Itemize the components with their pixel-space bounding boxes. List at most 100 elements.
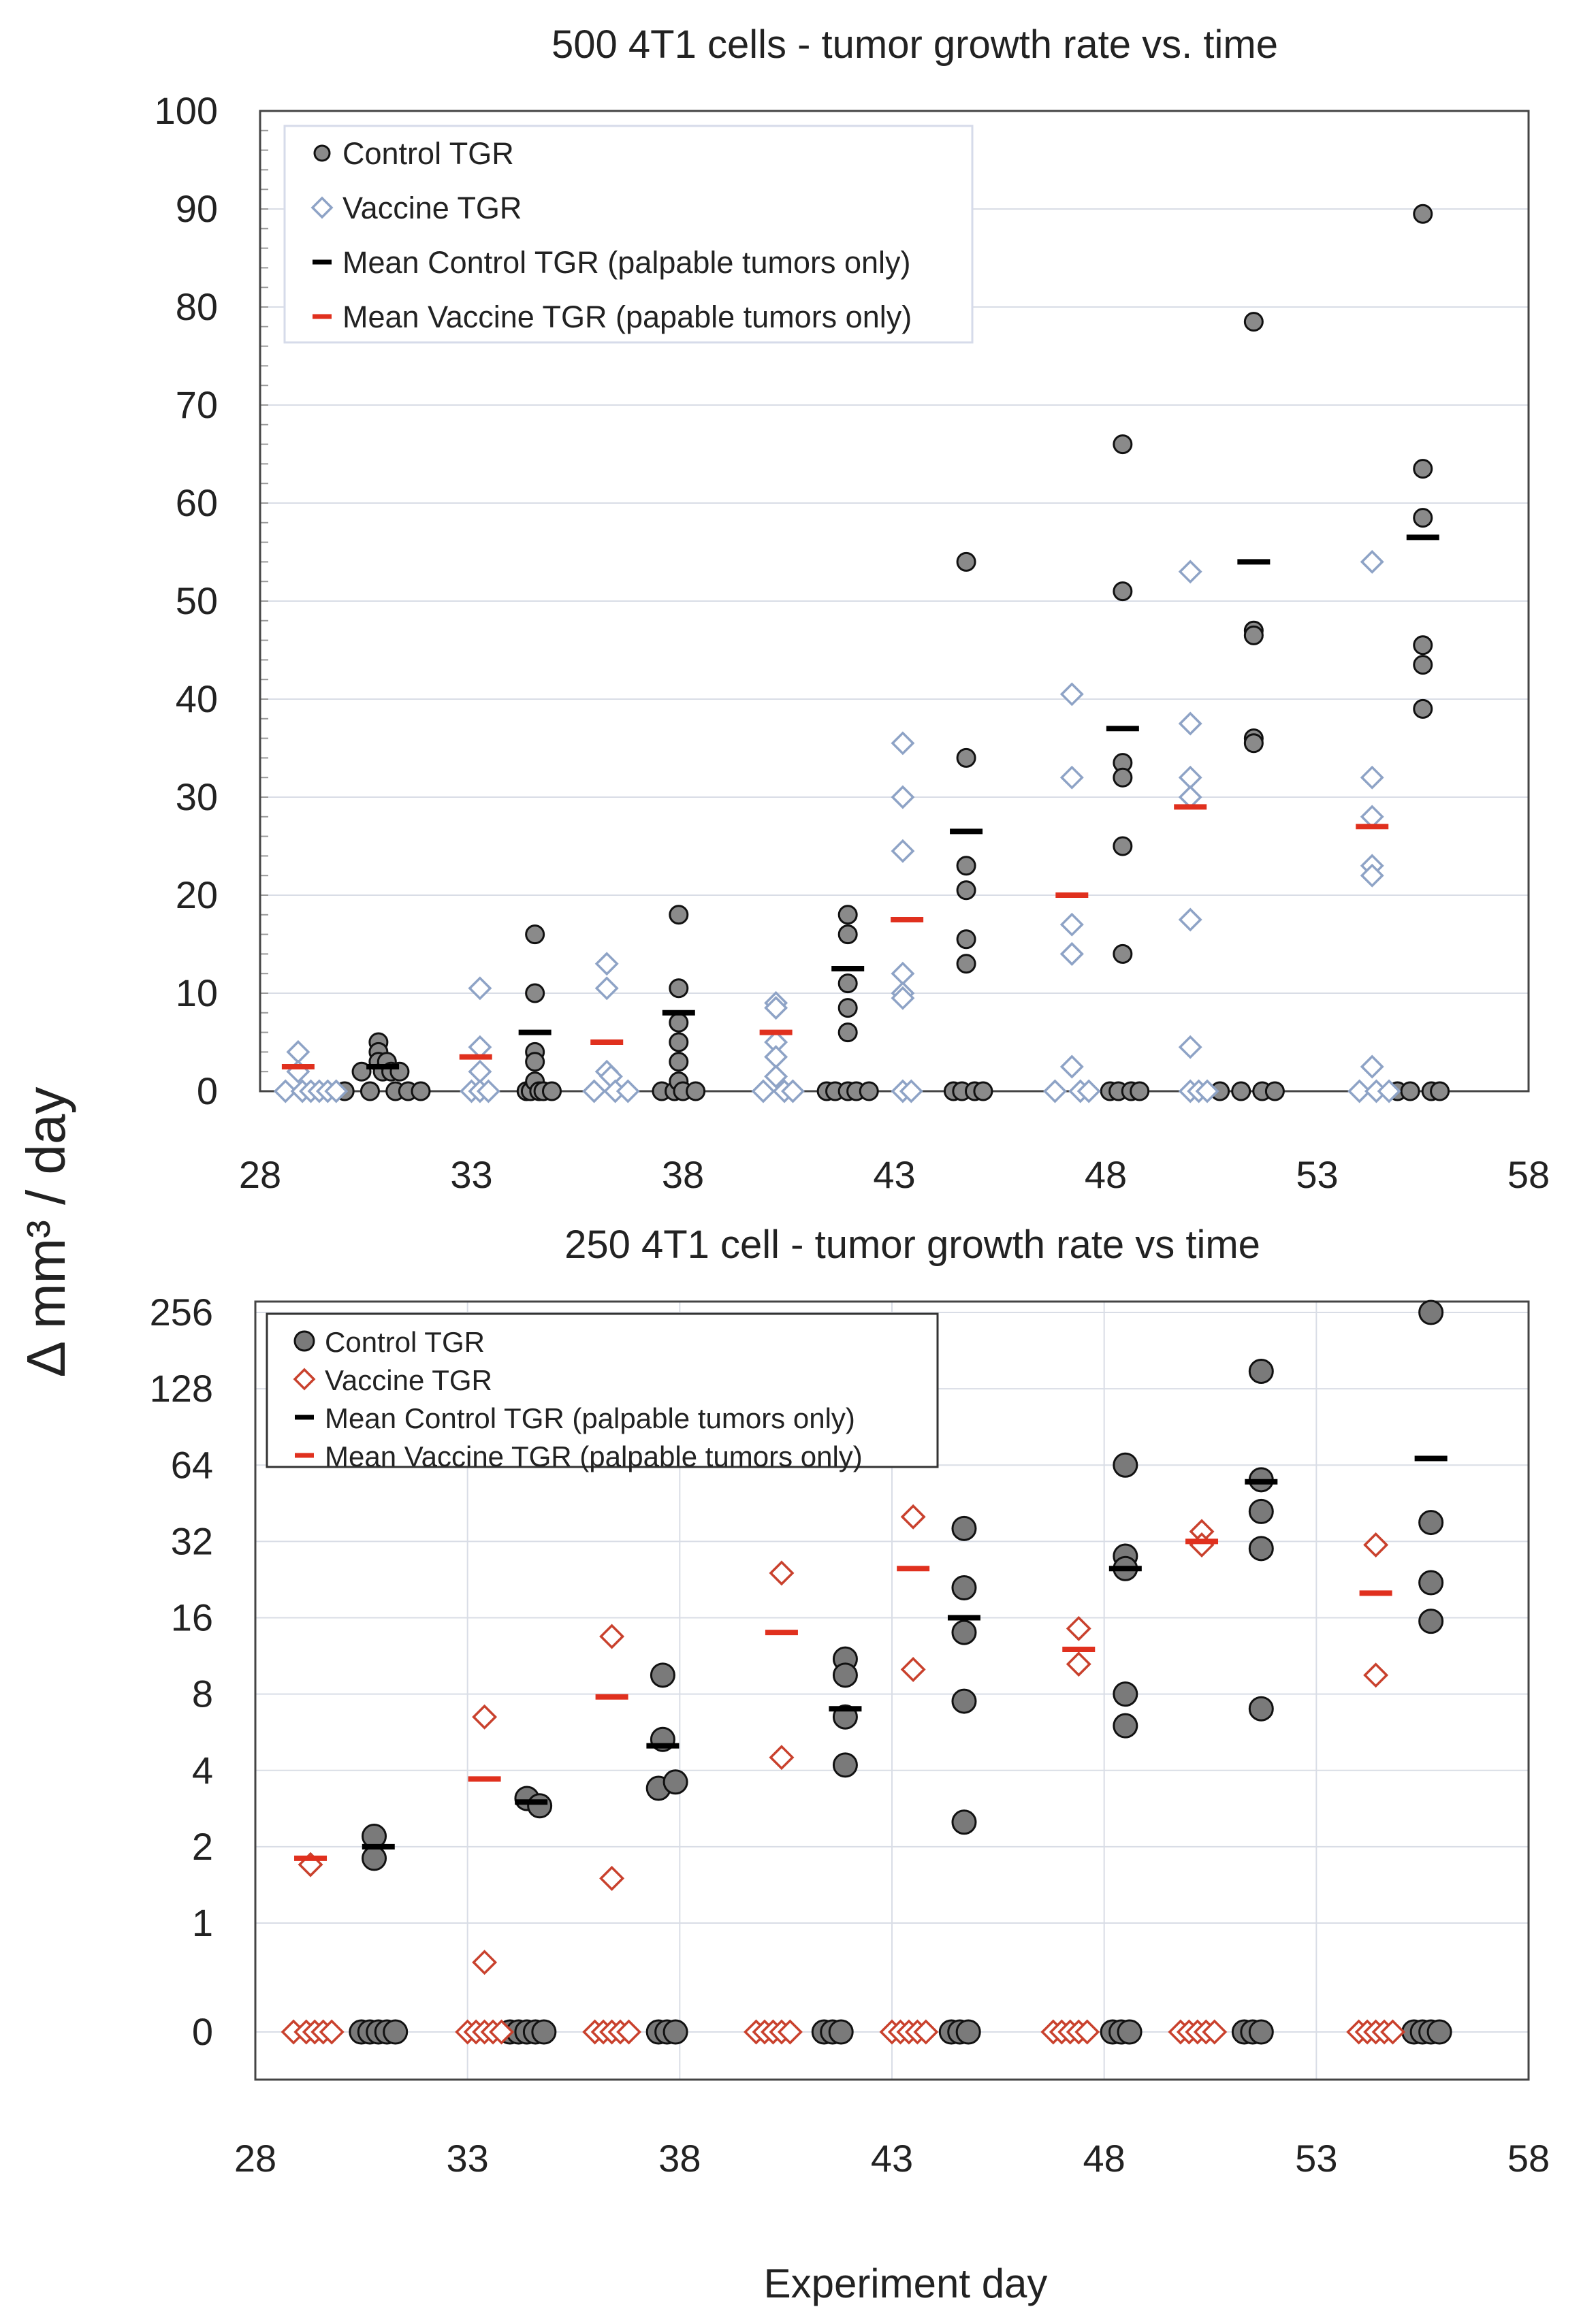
vaccine-point <box>1074 2019 1100 2045</box>
vaccine-point <box>1380 2019 1406 2045</box>
control-point <box>951 1688 977 1714</box>
control-point <box>1243 733 1264 754</box>
vaccine-point <box>1059 1054 1084 1079</box>
vaccine-point <box>319 2019 345 2045</box>
control-point <box>1248 1696 1274 1722</box>
vaccine-point <box>1066 1651 1091 1677</box>
vaccine-point <box>472 1950 498 1975</box>
control-point <box>1243 312 1264 332</box>
control-point <box>1248 1536 1274 1562</box>
control-point <box>669 1012 689 1033</box>
control-point <box>1413 698 1433 719</box>
y-tick-label: 30 <box>176 775 218 818</box>
control-point <box>1413 635 1433 656</box>
chart-title: 250 4T1 cell - tumor growth rate vs time <box>564 1223 1260 1267</box>
control-point <box>1231 1081 1251 1101</box>
control-point <box>662 1769 688 1795</box>
y-tick-label: 64 <box>171 1443 213 1486</box>
control-point <box>837 924 858 945</box>
y-tick-label: 0 <box>192 2010 213 2053</box>
vaccine-point <box>769 1745 795 1771</box>
vaccine-point <box>273 1079 298 1103</box>
plot-frame <box>254 1300 1530 2081</box>
control-point <box>837 973 858 994</box>
control-point <box>956 747 976 768</box>
vaccine-point <box>891 731 915 756</box>
y-tick-label: 100 <box>155 89 218 132</box>
legend-label: Mean Vaccine TGR (papable tumors only) <box>342 300 912 334</box>
y-tick-label: 16 <box>171 1596 213 1639</box>
y-tick-label: 20 <box>176 873 218 916</box>
control-point <box>1430 1081 1450 1101</box>
control-point <box>1113 581 1133 602</box>
control-point <box>1113 767 1133 788</box>
vaccine-point <box>891 785 915 809</box>
vaccine-point <box>899 1079 923 1103</box>
control-point <box>1113 943 1133 964</box>
vaccine-point <box>764 1064 788 1088</box>
x-tick-label: 28 <box>234 2137 276 2180</box>
vaccine-point <box>324 1079 349 1103</box>
vaccine-point <box>900 1657 926 1683</box>
control-point <box>1418 1570 1444 1596</box>
vaccine-point <box>286 1039 310 1064</box>
control-point <box>956 856 976 876</box>
vaccine-point <box>764 1045 788 1069</box>
x-tick-label: 38 <box>658 2137 701 2180</box>
vaccine-point <box>1360 1054 1384 1079</box>
vaccine-point <box>1066 1615 1091 1641</box>
control-point <box>686 1081 706 1101</box>
vaccine-point <box>1059 765 1084 790</box>
legend-control-marker <box>293 1330 315 1352</box>
control-point <box>669 978 689 999</box>
x-tick-label: 58 <box>1507 1153 1550 1196</box>
control-point <box>1400 1081 1420 1101</box>
y-tick-label: 0 <box>197 1069 218 1112</box>
vaccine-point <box>599 1624 625 1649</box>
control-point <box>956 880 976 901</box>
control-point <box>832 1752 858 1778</box>
vaccine-point <box>1363 1662 1389 1688</box>
control-point <box>1113 1713 1138 1739</box>
legend-label: Vaccine TGR <box>342 191 522 225</box>
vaccine-point <box>1076 1079 1101 1103</box>
x-tick-label: 33 <box>450 1153 492 1196</box>
y-tick-label: 8 <box>192 1673 213 1715</box>
vaccine-point <box>594 952 619 976</box>
vaccine-point <box>1178 765 1202 790</box>
control-point <box>1264 1081 1285 1101</box>
control-point <box>360 1081 380 1101</box>
vaccine-point <box>599 1865 625 1891</box>
vaccine-point <box>476 1079 500 1103</box>
control-point <box>1113 434 1133 455</box>
control-point <box>1413 655 1433 675</box>
vaccine-point <box>1178 1035 1202 1059</box>
control-point <box>1243 625 1264 645</box>
control-point <box>832 1662 858 1688</box>
vaccine-point <box>468 976 492 1001</box>
y-tick-label: 10 <box>176 971 218 1014</box>
control-point <box>951 1809 977 1835</box>
control-point <box>837 998 858 1018</box>
legend-label: Mean Control TGR (palpable tumors only) <box>342 245 911 280</box>
control-point <box>351 1061 372 1082</box>
control-point <box>411 1081 431 1101</box>
legend-box <box>283 125 974 344</box>
vaccine-point <box>891 986 915 1010</box>
control-point <box>525 1052 545 1072</box>
x-tick-label: 48 <box>1083 2137 1125 2180</box>
control-point <box>837 1022 858 1043</box>
vaccine-point <box>1059 941 1084 966</box>
x-tick-label: 53 <box>1295 2137 1337 2180</box>
control-point <box>956 954 976 974</box>
x-tick-label: 58 <box>1507 2137 1550 2180</box>
vaccine-point <box>764 996 788 1020</box>
x-tick-label: 53 <box>1296 1153 1338 1196</box>
vaccine-point <box>1195 1079 1219 1103</box>
vaccine-point <box>1360 765 1384 790</box>
vaccine-point <box>468 1059 492 1084</box>
shared-x-axis-label: Experiment day <box>764 2261 1048 2306</box>
control-point <box>650 1662 675 1688</box>
